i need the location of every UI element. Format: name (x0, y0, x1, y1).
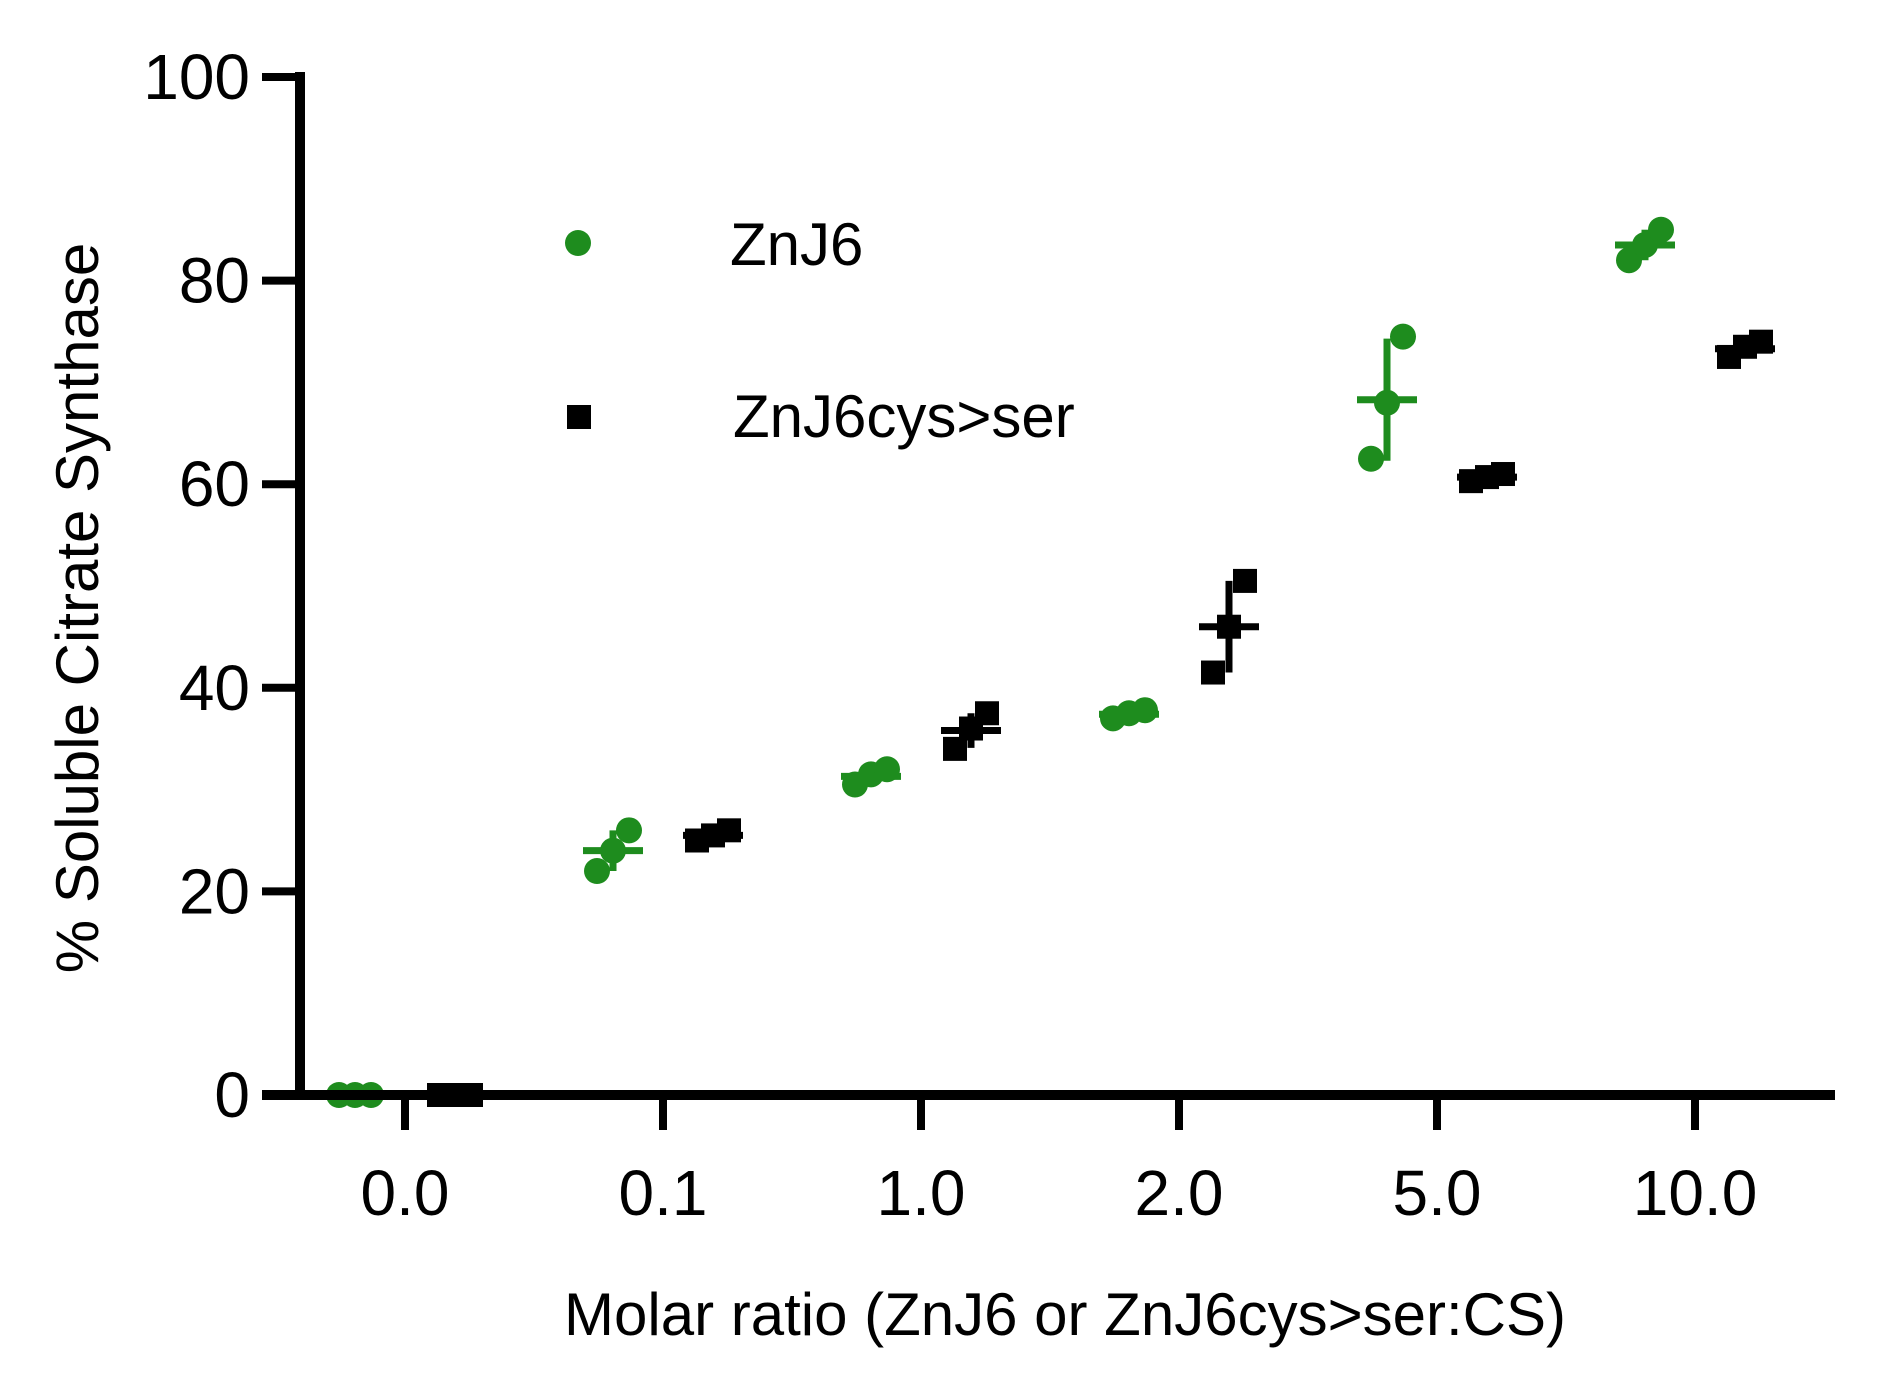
data-points (325, 216, 1775, 1108)
series-znj6 (325, 216, 1675, 1108)
y-tick-label: 80 (179, 245, 250, 317)
y-axis-title: % Soluble Citrate Synthase (44, 243, 111, 973)
data-point (1358, 445, 1384, 472)
data-point (1233, 568, 1257, 593)
data-point (975, 701, 999, 726)
data-point (616, 817, 642, 844)
x-tick-label: 0.1 (619, 1157, 708, 1229)
x-tick-label: 1.0 (877, 1157, 966, 1229)
y-tick-label: 100 (143, 41, 250, 113)
data-point (1201, 660, 1225, 685)
data-point (1648, 216, 1674, 243)
legend-label-znj6cys: ZnJ6cys>ser (733, 383, 1075, 450)
y-tick-label: 60 (179, 448, 250, 520)
legend-label-znj6: ZnJ6 (730, 211, 863, 278)
data-point (1390, 323, 1416, 350)
x-tick-label: 10.0 (1633, 1157, 1758, 1229)
x-tick-label: 0.0 (361, 1157, 450, 1229)
data-point (584, 858, 610, 885)
data-point (943, 736, 967, 761)
legend: ZnJ6 ZnJ6cys>ser (565, 211, 1075, 450)
legend-marker-znj6cys (567, 405, 591, 429)
axis-ticks: 0 20 40 60 80 100 0.0 0.1 1.0 2.0 5.0 10.0 (143, 41, 1757, 1229)
x-axis-title: Molar ratio (ZnJ6 or ZnJ6cys>ser:CS) (564, 1281, 1566, 1348)
x-tick-label: 5.0 (1393, 1157, 1482, 1229)
axes (262, 72, 1835, 1100)
legend-marker-znj6 (565, 230, 591, 256)
y-tick-label: 0 (214, 1059, 250, 1131)
data-point (1132, 697, 1158, 724)
x-tick-label: 2.0 (1135, 1157, 1224, 1229)
y-tick-label: 20 (179, 855, 250, 927)
y-tick-label: 40 (179, 652, 250, 724)
